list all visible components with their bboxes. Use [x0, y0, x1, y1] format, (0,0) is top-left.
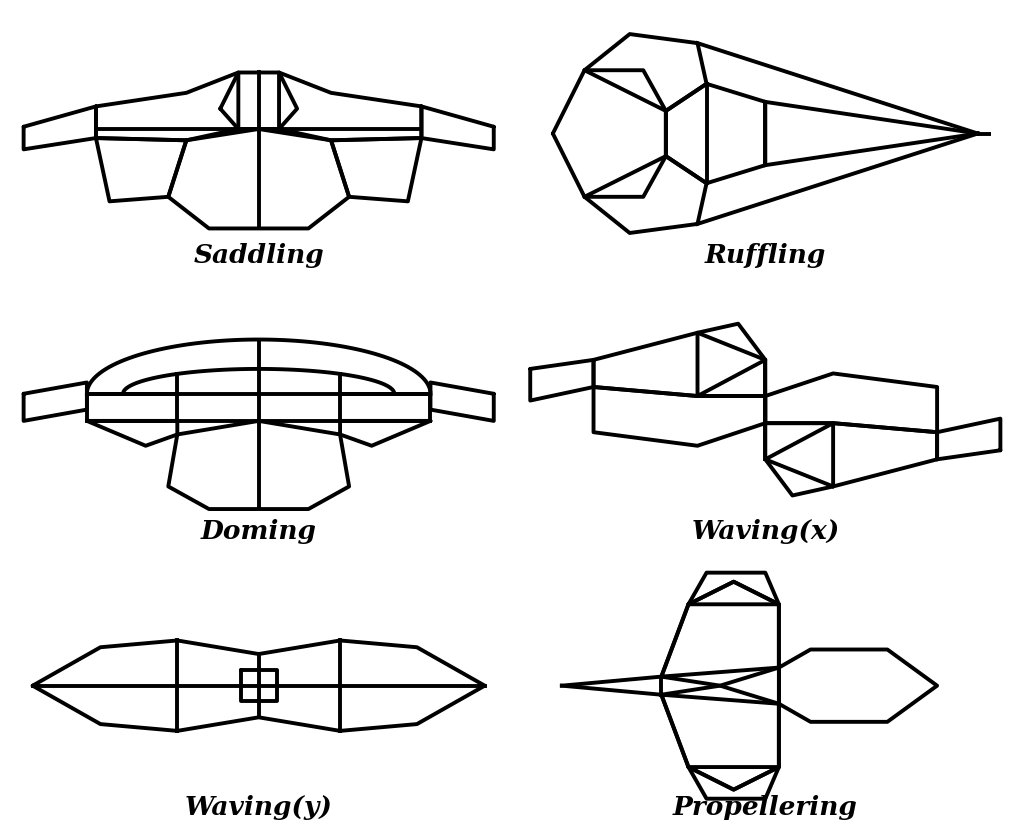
Text: Waving(y): Waving(y) [184, 795, 333, 820]
Text: Saddling: Saddling [194, 243, 324, 268]
Text: Waving(x): Waving(x) [691, 519, 840, 544]
Text: Ruffling: Ruffling [705, 243, 826, 268]
Text: Doming: Doming [201, 519, 316, 544]
Text: Propellering: Propellering [673, 795, 858, 820]
